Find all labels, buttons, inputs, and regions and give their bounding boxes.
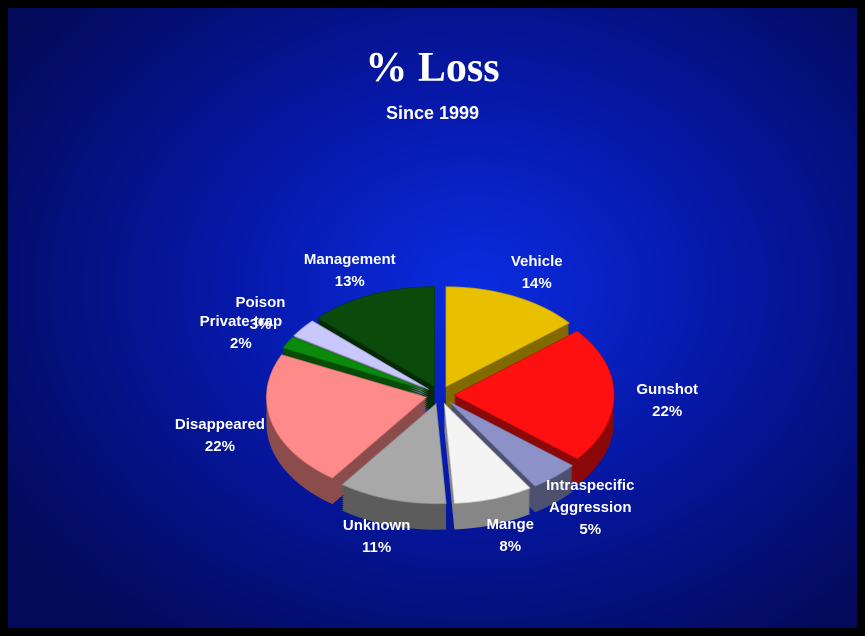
category-label: Management [303, 250, 396, 268]
slice-label: Gunshot 22% [607, 379, 727, 423]
value-label: 2% [230, 334, 252, 352]
slice [266, 354, 428, 479]
chart-title: % Loss [365, 45, 500, 91]
slice [453, 330, 615, 460]
category-label: Unknown [342, 517, 411, 535]
value-label: 22% [652, 403, 683, 420]
chart-subtitle: Since 1999 [385, 103, 480, 123]
slice-label: Disappeared 22% [160, 414, 280, 458]
slice-label: Vehicle 14% [477, 251, 597, 295]
category-label: Mange [486, 516, 534, 534]
category-label: Gunshot [636, 381, 699, 398]
slice-label: Unknown 11% [317, 515, 437, 559]
category-label: Disappeared [174, 416, 265, 434]
value-label: 22% [204, 438, 235, 456]
slice [282, 336, 428, 391]
value-label: 13% [334, 272, 365, 290]
category-label: Private trap [199, 312, 283, 330]
slice-label: Mange 8% [450, 514, 570, 558]
value-label: 3% [249, 315, 272, 333]
category-label: Poison [235, 293, 286, 311]
slice [445, 286, 570, 388]
slice [448, 401, 574, 487]
slice [317, 286, 435, 388]
category-label: Vehicle [510, 252, 563, 270]
slice-label: Poison 3% [200, 292, 320, 336]
slice-label: Private trap 2% [181, 311, 301, 355]
slice [341, 402, 447, 505]
slice [443, 402, 531, 504]
slice-label: Management 13% [290, 249, 410, 293]
value-label: 11% [362, 539, 392, 557]
value-label: 8% [499, 538, 522, 556]
slice-label: Intraspecific Aggression 5% [530, 475, 650, 541]
category-label: Intraspecific Aggression [546, 476, 635, 516]
value-label: 14% [521, 274, 552, 292]
slice [293, 320, 430, 390]
value-label: 5% [579, 520, 602, 538]
